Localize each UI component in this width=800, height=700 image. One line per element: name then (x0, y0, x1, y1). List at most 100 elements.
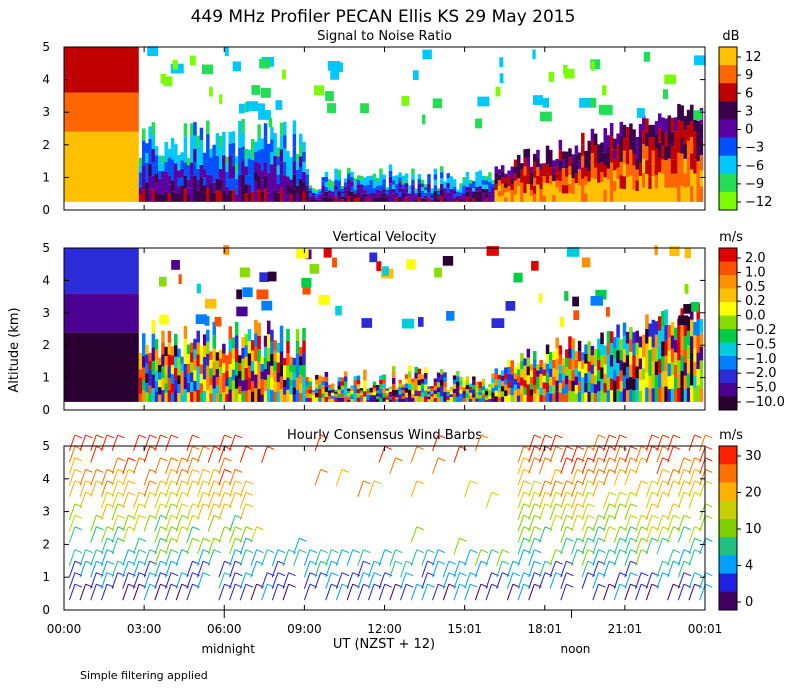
heatmap-cell (559, 317, 565, 327)
heatmap-cell (497, 191, 502, 197)
heatmap-cell (244, 193, 249, 202)
wind-barb (624, 515, 631, 532)
wind-barb (581, 515, 589, 532)
heatmap-cell (523, 157, 527, 167)
heatmap-cell (488, 177, 492, 183)
heatmap-cell (318, 379, 322, 385)
heatmap-cell (218, 157, 223, 169)
heatmap-cell (404, 197, 409, 202)
heatmap-cell (619, 360, 624, 371)
wind-barb (538, 446, 546, 463)
heatmap-cell (238, 355, 242, 364)
wind-barb-flag (234, 572, 243, 577)
wind-barb (624, 492, 631, 509)
heatmap-cell (388, 183, 393, 190)
heatmap-cell (593, 190, 598, 202)
heatmap-cell (645, 387, 649, 402)
heatmap-cell (446, 197, 450, 202)
heatmap-cell (593, 393, 598, 402)
heatmap-cell (657, 330, 662, 345)
wind-barb-flag (309, 549, 318, 554)
heatmap-cell (321, 380, 325, 386)
heatmap-cell (674, 364, 678, 378)
wind-barb (667, 526, 674, 543)
wind-barb (207, 480, 215, 498)
x-tick-label: 12:00 (367, 622, 402, 636)
heatmap-cell (616, 167, 620, 180)
heatmap-cell (436, 190, 441, 193)
heatmap-cell (308, 199, 313, 202)
heatmap-cell (366, 397, 370, 400)
wind-barb (229, 515, 236, 532)
heatmap-cell (347, 390, 351, 394)
wind-barb (314, 572, 322, 589)
heatmap-cell (228, 166, 233, 179)
heatmap-cell (385, 399, 390, 402)
heatmap-cell (347, 393, 351, 396)
heatmap-cell (273, 371, 277, 382)
wind-barb (143, 583, 151, 601)
heatmap-cell (526, 157, 531, 167)
heatmap-cell (356, 193, 361, 198)
heatmap-cell (209, 393, 213, 402)
wind-barb-flag (491, 491, 499, 496)
heatmap-cell (475, 186, 479, 192)
heatmap-cell (690, 137, 694, 154)
heatmap-cell (520, 169, 524, 177)
heatmap-cell (161, 178, 165, 187)
heatmap-cell (238, 363, 242, 371)
heatmap-cell (202, 169, 207, 178)
heatmap-cell (154, 360, 159, 371)
heatmap-cell (440, 184, 444, 190)
heatmap-cell (609, 175, 614, 189)
wind-barb (154, 434, 161, 452)
heatmap-cell (292, 120, 297, 135)
heatmap-cell (242, 287, 253, 298)
heatmap-cell (462, 394, 466, 399)
heatmap-cell (408, 377, 412, 384)
heatmap-cell (206, 161, 210, 175)
heatmap-cell (270, 341, 274, 354)
wind-barb (677, 469, 685, 486)
heatmap-cell (600, 191, 604, 202)
heatmap-cell (180, 177, 184, 186)
wind-barb (517, 446, 525, 463)
heatmap-cell (516, 395, 521, 402)
wind-barb-flag (630, 572, 638, 577)
heatmap-cell (353, 376, 358, 381)
wind-barb (410, 446, 418, 463)
wind-barb-flag (437, 549, 446, 554)
heatmap-cell (638, 188, 643, 202)
heatmap-cell (372, 381, 377, 385)
heatmap-cell (520, 361, 524, 370)
heatmap-cell (247, 167, 252, 176)
heatmap-cell (145, 392, 149, 402)
wind-barb (165, 492, 172, 509)
heatmap-cell (555, 158, 559, 167)
heatmap-cell (286, 176, 290, 185)
wind-barb (570, 446, 578, 463)
colorbar-swatch (719, 137, 737, 157)
heatmap-cell (209, 175, 213, 185)
wind-barb (592, 561, 599, 578)
heatmap-cell (645, 358, 649, 373)
heatmap-cell (462, 390, 466, 395)
heatmap-cell (225, 370, 229, 379)
heatmap-cell (202, 368, 207, 380)
heatmap-cell (190, 392, 194, 402)
heatmap-cell (674, 340, 678, 353)
heatmap-cell (677, 152, 681, 170)
wind-barb (368, 561, 375, 578)
heatmap-cell (579, 97, 591, 108)
heatmap-cell (613, 159, 617, 171)
wind-barb (132, 503, 140, 520)
heatmap-cell (475, 391, 479, 396)
heatmap-cell (414, 195, 418, 198)
heatmap-cell (609, 149, 614, 163)
heatmap-cell (414, 384, 418, 391)
heatmap-cell (690, 319, 694, 337)
heatmap-cell (494, 374, 499, 380)
heatmap-cell (456, 376, 460, 382)
heatmap-cell (625, 390, 630, 402)
heatmap-cell (491, 194, 495, 199)
